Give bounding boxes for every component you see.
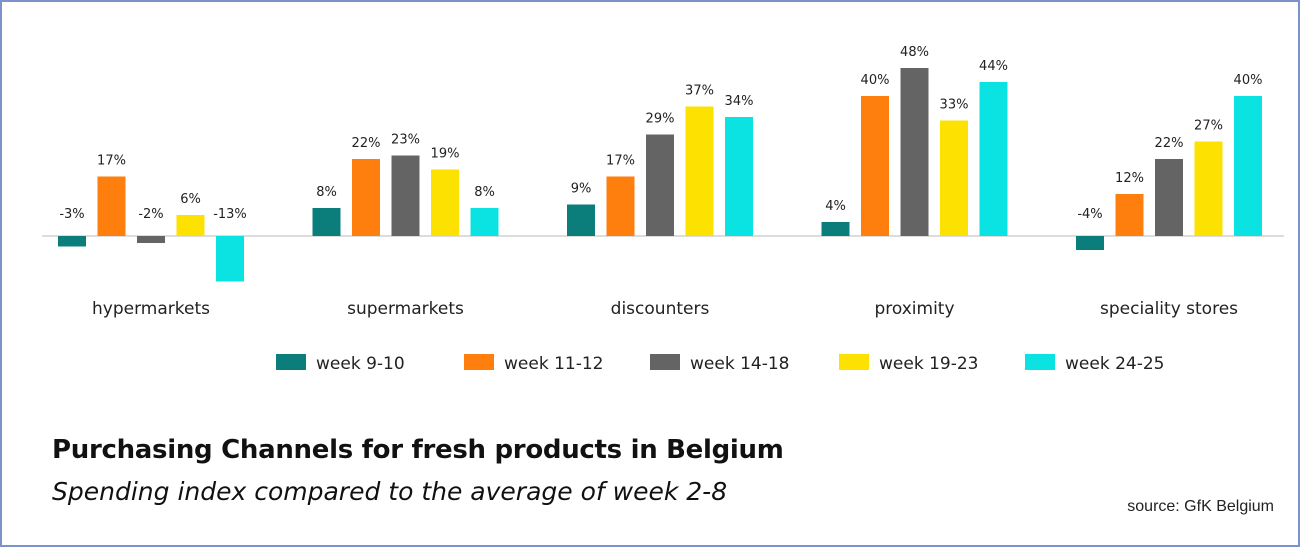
bar-proximity-1: [821, 222, 850, 236]
data-label: -3%: [59, 207, 84, 222]
bar-discounters-3: [646, 134, 674, 236]
bar-speciality-stores-3: [1155, 159, 1183, 236]
data-label: 22%: [352, 136, 381, 151]
data-label: 40%: [861, 73, 890, 88]
category-label: hypermarkets: [92, 299, 210, 319]
data-label: 48%: [900, 45, 929, 60]
data-label: 9%: [571, 182, 592, 197]
bar-hypermarkets-4: [176, 215, 205, 236]
legend-label: week 11-12: [504, 354, 603, 374]
bar-supermarkets-4: [431, 169, 459, 236]
bar-speciality-stores-4: [1194, 141, 1223, 236]
data-label: 37%: [685, 84, 714, 99]
data-label: 23%: [391, 133, 420, 148]
data-label: -4%: [1077, 207, 1102, 222]
data-label: 19%: [431, 147, 460, 162]
data-label: 6%: [180, 192, 201, 207]
bar-discounters-5: [725, 117, 753, 236]
data-label: 4%: [825, 199, 846, 214]
data-label: 22%: [1155, 136, 1184, 151]
bar-speciality-stores-5: [1234, 96, 1262, 236]
chart-subtitle: Spending index compared to the average o…: [52, 477, 728, 506]
data-label: 8%: [474, 185, 495, 200]
bar-discounters-4: [685, 106, 714, 236]
bar-discounters-2: [606, 176, 635, 236]
data-label: -13%: [213, 207, 247, 222]
legend-label: week 14-18: [690, 354, 789, 374]
bar-hypermarkets-2: [97, 176, 126, 236]
bar-supermarkets-1: [312, 208, 341, 236]
data-label: 29%: [646, 112, 675, 127]
category-label: supermarkets: [347, 299, 464, 319]
legend-label: week 19-23: [879, 354, 978, 374]
data-label: 12%: [1115, 171, 1144, 186]
bar-proximity-5: [979, 82, 1008, 236]
bar-discounters-1: [567, 204, 595, 236]
legend-swatch: [464, 354, 494, 370]
bar-speciality-stores-2: [1115, 194, 1144, 236]
bar-proximity-3: [900, 68, 929, 236]
bar-hypermarkets-1: [58, 236, 86, 247]
legend-label: week 24-25: [1065, 354, 1164, 374]
category-label: proximity: [874, 299, 954, 319]
legend-swatch: [276, 354, 306, 370]
source-note: source: GfK Belgium: [1127, 498, 1274, 515]
bar-hypermarkets-3: [137, 236, 165, 243]
data-label: 27%: [1194, 119, 1223, 134]
bar-proximity-4: [940, 120, 968, 236]
legend-swatch: [1025, 354, 1055, 370]
data-label: 34%: [725, 94, 754, 109]
data-label: 8%: [316, 185, 337, 200]
legend-label: week 9-10: [316, 354, 405, 374]
bar-supermarkets-3: [391, 155, 420, 236]
data-label: 33%: [940, 98, 969, 113]
data-label: 44%: [979, 59, 1008, 74]
bar-speciality-stores-1: [1076, 236, 1104, 250]
category-label: discounters: [611, 299, 710, 319]
data-label: 17%: [606, 154, 635, 169]
category-label: speciality stores: [1100, 299, 1238, 319]
bar-supermarkets-5: [470, 208, 499, 236]
bar-proximity-2: [861, 96, 889, 236]
bar-supermarkets-2: [352, 159, 380, 236]
bar-hypermarkets-5: [216, 236, 244, 282]
legend-swatch: [839, 354, 869, 370]
data-label: 40%: [1234, 73, 1263, 88]
chart-title: Purchasing Channels for fresh products i…: [52, 435, 784, 465]
legend-swatch: [650, 354, 680, 370]
data-label: 17%: [97, 154, 126, 169]
data-label: -2%: [138, 207, 163, 222]
